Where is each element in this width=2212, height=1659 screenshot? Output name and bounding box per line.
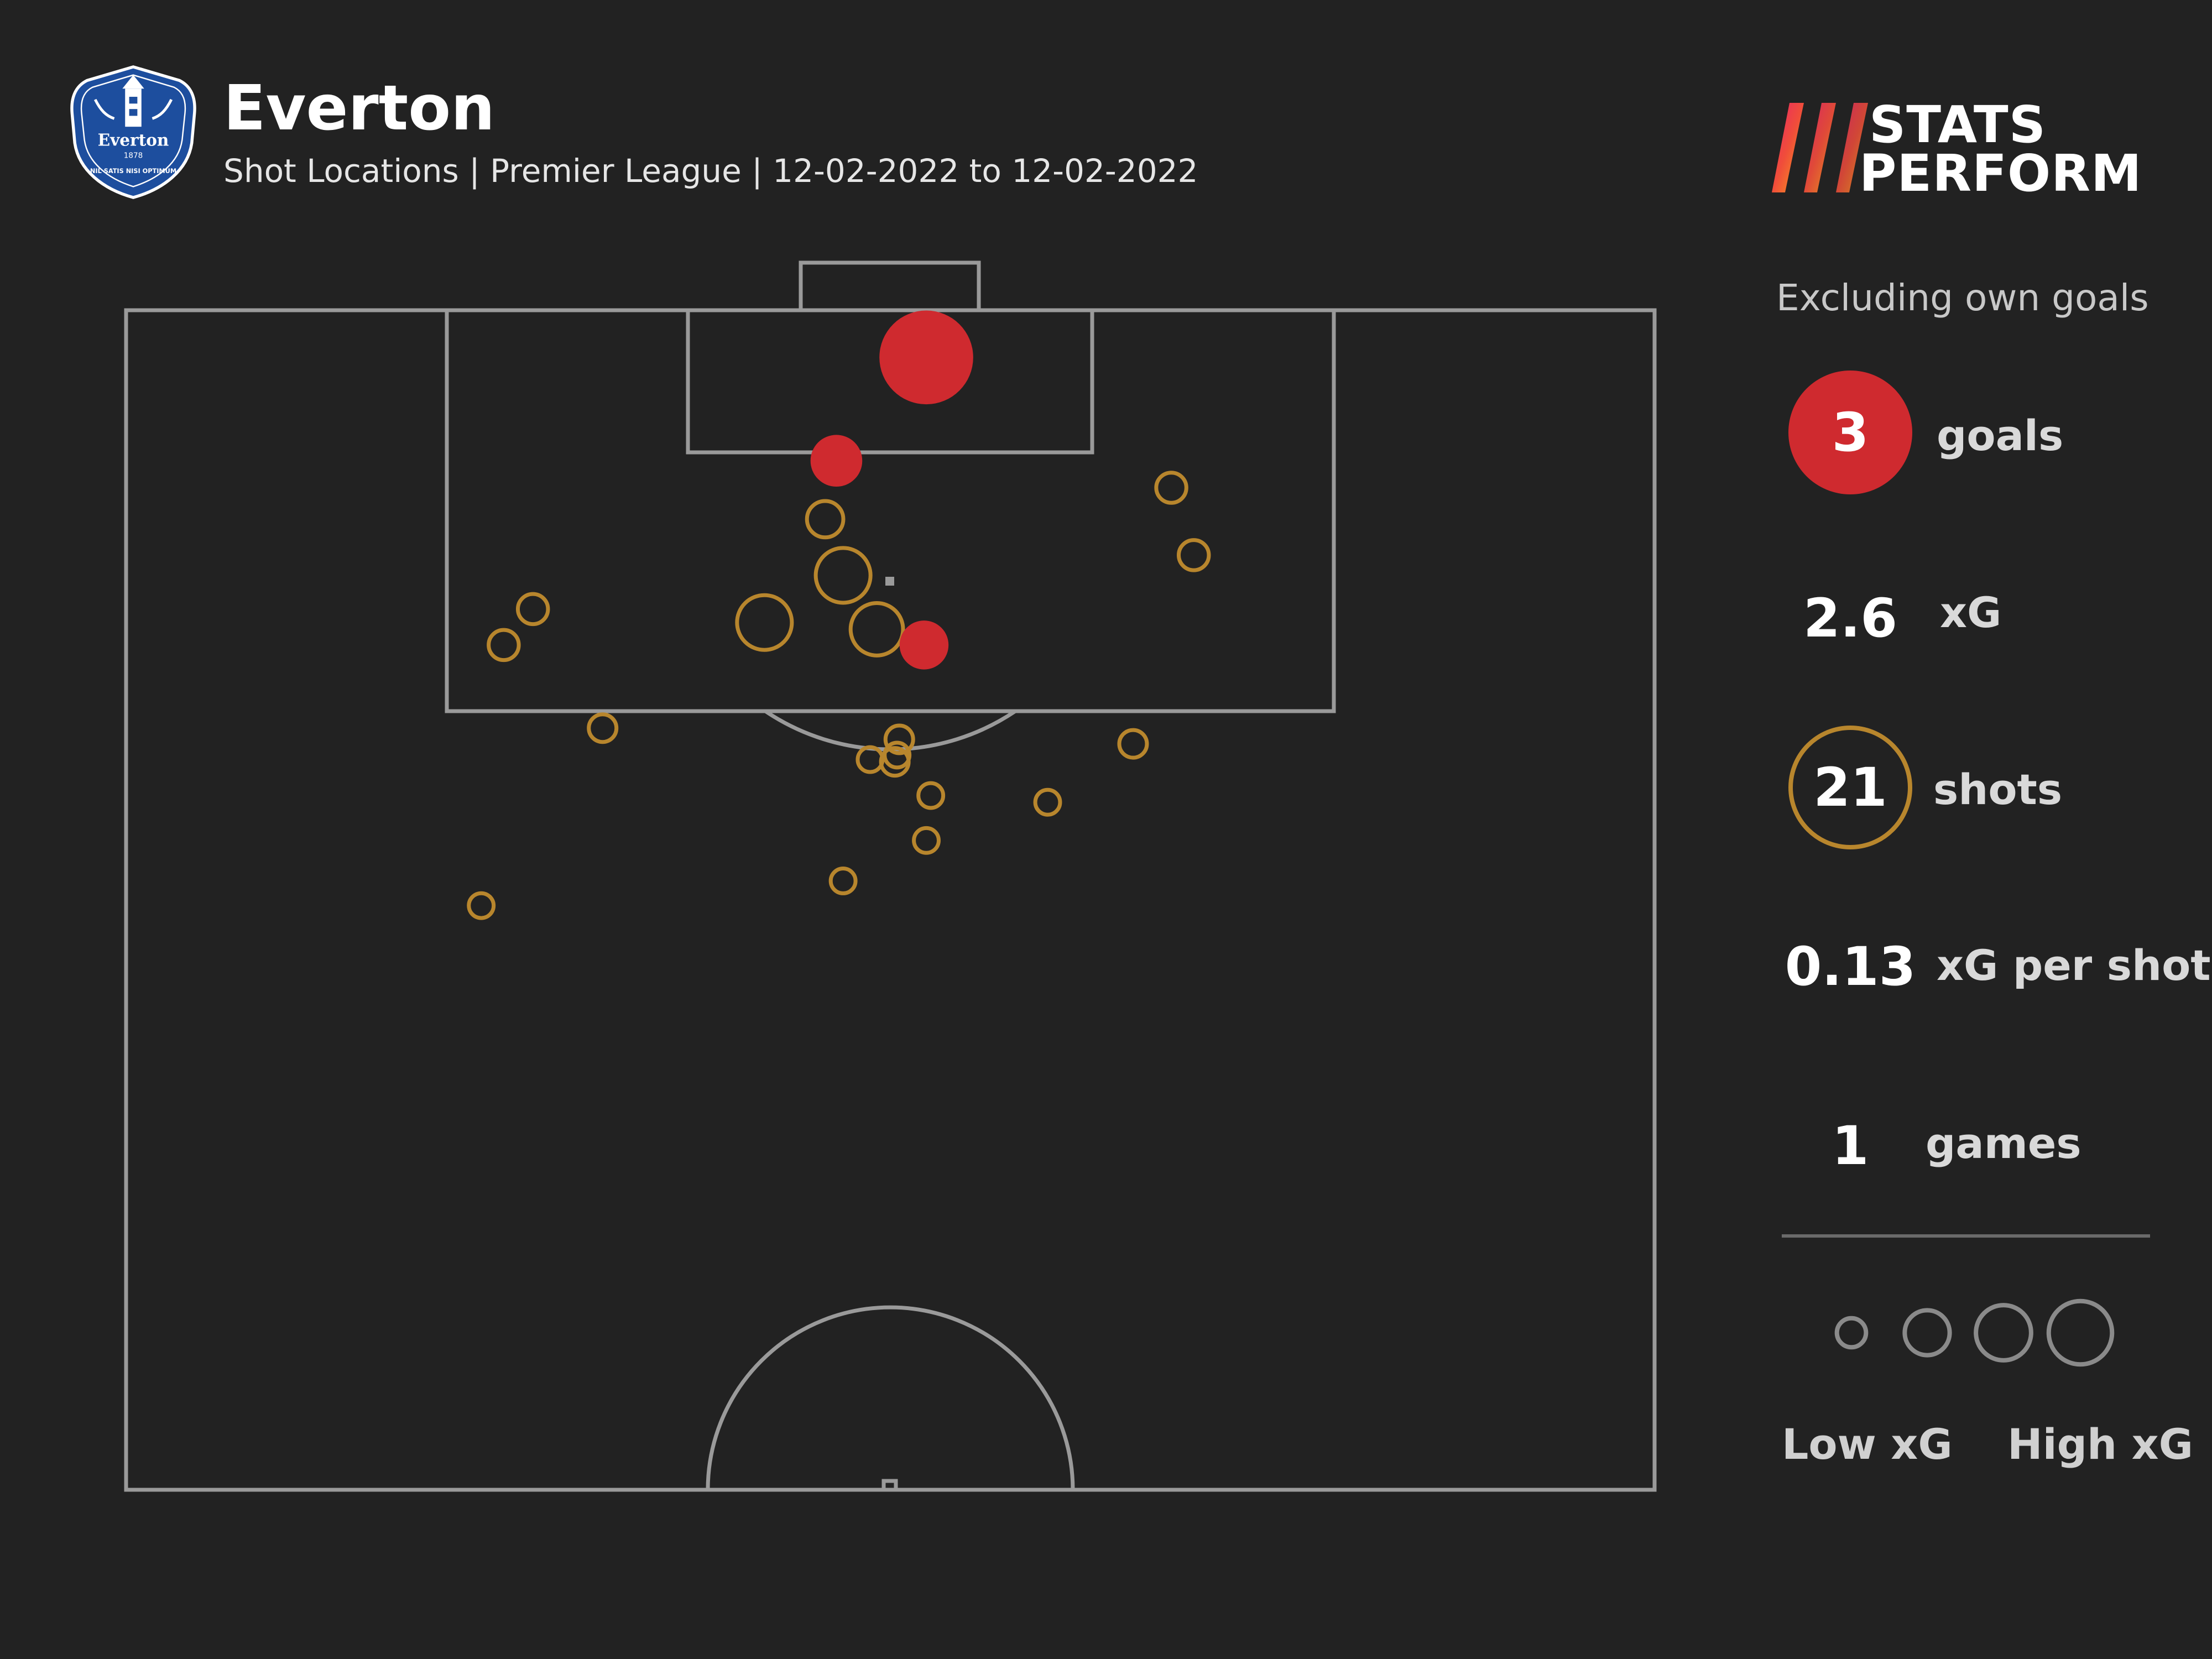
goals-layer bbox=[810, 310, 973, 670]
shot-point-17 bbox=[912, 826, 941, 855]
shot-point-1 bbox=[805, 499, 846, 540]
center-circle-arc bbox=[706, 1305, 1075, 1490]
legend-circle-1 bbox=[1834, 1316, 1869, 1350]
half-pitch-outline bbox=[124, 308, 1657, 1492]
goal bbox=[799, 260, 981, 312]
shot-point-5 bbox=[515, 592, 550, 627]
shot-point-14 bbox=[855, 745, 885, 774]
legend-circle-4 bbox=[2046, 1298, 2115, 1367]
shot-point-19 bbox=[467, 891, 496, 920]
crest-text: Everton bbox=[98, 131, 169, 150]
games-value: 1 bbox=[1832, 1115, 1869, 1177]
excluding-own-goals-note: Excluding own goals bbox=[1776, 276, 2149, 319]
shot-point-9 bbox=[587, 712, 619, 744]
shots-badge: 21 bbox=[1788, 726, 1912, 849]
pitch-lines bbox=[124, 260, 1657, 1492]
goal-point-1 bbox=[879, 310, 973, 405]
shot-point-13 bbox=[1117, 728, 1149, 760]
shot-point-6 bbox=[487, 628, 521, 662]
shot-point-12 bbox=[883, 740, 912, 770]
shot-point-2 bbox=[813, 546, 873, 605]
page-subtitle: Shot Locations | Premier League | 12-02-… bbox=[223, 152, 1198, 190]
shots-layer bbox=[467, 471, 1211, 920]
legend-circle-2 bbox=[1902, 1308, 1952, 1358]
legend-high-xg-label: High xG bbox=[2007, 1420, 2194, 1469]
brand-line-perform: PERFORM bbox=[1859, 144, 2142, 203]
shot-point-8 bbox=[1176, 538, 1211, 572]
six-yard-box bbox=[686, 308, 1094, 455]
shot-point-10 bbox=[883, 723, 915, 755]
brand-line-stats: STATS bbox=[1869, 95, 2046, 154]
shot-point-16 bbox=[1033, 787, 1062, 817]
center-spot bbox=[881, 1479, 898, 1492]
everton-crest-icon: Everton 1878 NIL SATIS NISI OPTIMUM bbox=[70, 65, 196, 199]
crest-year: 1878 bbox=[124, 152, 143, 160]
shot-point-4 bbox=[848, 601, 905, 658]
page-title: Everton bbox=[223, 72, 495, 144]
xg-per-shot-label: xG per shot bbox=[1937, 941, 2211, 990]
crest-motto: NIL SATIS NISI OPTIMUM bbox=[90, 168, 176, 175]
goal-point-2 bbox=[810, 435, 863, 487]
goals-value: 3 bbox=[1832, 401, 1869, 463]
shots-label: shots bbox=[1933, 765, 2063, 814]
shot-point-15 bbox=[916, 781, 946, 810]
legend-low-xg-label: Low xG bbox=[1782, 1420, 1953, 1469]
shot-point-7 bbox=[1154, 471, 1188, 505]
shot-point-3 bbox=[735, 593, 794, 652]
xg-value: 2.6 bbox=[1803, 587, 1898, 649]
xg-per-shot-value: 0.13 bbox=[1785, 936, 1916, 998]
stats-perform-logo-icon bbox=[1772, 103, 1868, 192]
legend-divider bbox=[1782, 1234, 2150, 1238]
penalty-spot bbox=[885, 577, 894, 586]
goals-badge: 3 bbox=[1788, 371, 1912, 494]
legend-circle-3 bbox=[1974, 1303, 2033, 1363]
goals-label: goals bbox=[1937, 411, 2064, 460]
goal-point-3 bbox=[899, 620, 949, 670]
xg-label: xG bbox=[1940, 588, 2002, 637]
shot-point-18 bbox=[828, 867, 858, 895]
shots-value: 21 bbox=[1813, 757, 1887, 818]
games-label: games bbox=[1926, 1119, 2081, 1168]
xg-size-legend bbox=[1834, 1298, 2115, 1367]
